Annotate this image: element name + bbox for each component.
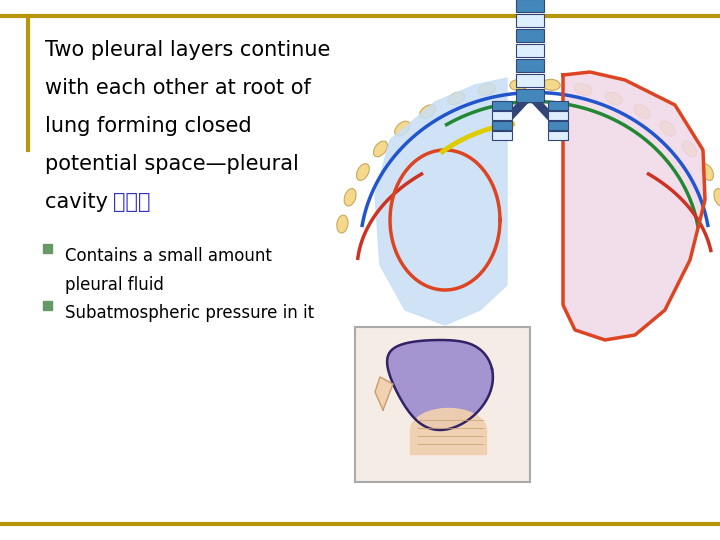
- FancyBboxPatch shape: [548, 131, 568, 140]
- Ellipse shape: [510, 79, 528, 90]
- Text: 胸膜腔: 胸膜腔: [113, 192, 150, 212]
- FancyBboxPatch shape: [492, 101, 512, 110]
- Ellipse shape: [374, 141, 387, 157]
- Ellipse shape: [542, 79, 560, 90]
- Ellipse shape: [337, 215, 348, 233]
- Text: pleural fluid: pleural fluid: [65, 275, 164, 294]
- Ellipse shape: [575, 84, 592, 95]
- Text: potential space—pleural: potential space—pleural: [45, 154, 299, 174]
- FancyBboxPatch shape: [492, 131, 512, 140]
- Polygon shape: [387, 340, 493, 430]
- Text: with each other at root of: with each other at root of: [45, 78, 311, 98]
- FancyBboxPatch shape: [355, 327, 530, 482]
- FancyBboxPatch shape: [516, 44, 544, 57]
- Ellipse shape: [395, 121, 410, 136]
- FancyBboxPatch shape: [516, 74, 544, 87]
- FancyBboxPatch shape: [516, 59, 544, 72]
- Polygon shape: [375, 78, 507, 325]
- Polygon shape: [563, 72, 705, 340]
- Text: Contains a small amount: Contains a small amount: [65, 247, 272, 265]
- FancyBboxPatch shape: [516, 89, 544, 102]
- Bar: [43, 244, 52, 253]
- Ellipse shape: [701, 164, 714, 180]
- FancyBboxPatch shape: [516, 14, 544, 27]
- Ellipse shape: [344, 188, 356, 206]
- Text: lung forming closed: lung forming closed: [45, 116, 251, 136]
- Text: Subatmospheric pressure in it: Subatmospheric pressure in it: [65, 304, 314, 322]
- FancyBboxPatch shape: [548, 101, 568, 110]
- Text: cavity: cavity: [45, 192, 114, 212]
- Ellipse shape: [448, 92, 465, 105]
- FancyBboxPatch shape: [492, 121, 512, 130]
- Ellipse shape: [478, 84, 495, 95]
- FancyBboxPatch shape: [516, 29, 544, 42]
- Ellipse shape: [356, 164, 369, 180]
- Ellipse shape: [714, 188, 720, 206]
- Ellipse shape: [420, 105, 436, 118]
- Text: Two pleural layers continue: Two pleural layers continue: [45, 40, 330, 60]
- FancyBboxPatch shape: [516, 0, 544, 12]
- FancyBboxPatch shape: [548, 121, 568, 130]
- Ellipse shape: [606, 92, 622, 105]
- Polygon shape: [375, 377, 393, 410]
- FancyBboxPatch shape: [548, 111, 568, 120]
- Ellipse shape: [660, 121, 675, 136]
- FancyBboxPatch shape: [492, 111, 512, 120]
- Ellipse shape: [634, 105, 650, 118]
- Bar: [43, 301, 52, 310]
- Ellipse shape: [683, 141, 696, 157]
